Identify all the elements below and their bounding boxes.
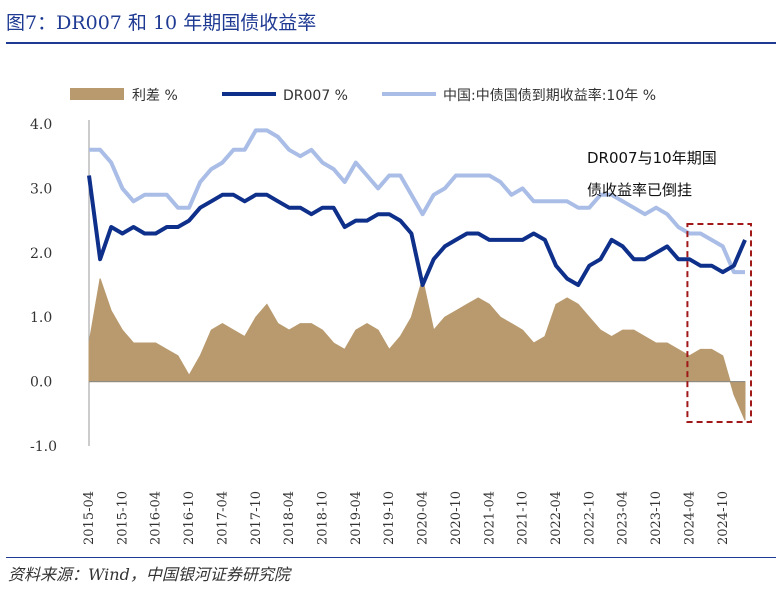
x-tick-label: 2024-10: [716, 491, 731, 545]
x-tick-label: 2024-04: [682, 491, 697, 545]
x-tick-label: 2023-04: [616, 491, 631, 545]
x-tick-label: 2023-10: [649, 491, 664, 545]
x-tick-label: 2020-10: [449, 491, 464, 545]
y-tick-label: 1.0: [30, 310, 52, 326]
x-tick-label: 2018-10: [315, 491, 330, 545]
title-divider: [6, 42, 776, 44]
x-tick-label: 2019-04: [349, 491, 364, 545]
y-axis: 4.0 3.0 2.0 1.0 0.0 -1.0: [30, 117, 90, 455]
y-tick-label: -1.0: [30, 439, 57, 455]
x-tick-label: 2015-10: [115, 491, 130, 545]
source-divider: [6, 557, 776, 558]
y-tick-label: 0.0: [30, 375, 52, 391]
x-tick-label: 2021-10: [516, 491, 531, 545]
annotation-line-1: DR007与10年期国: [587, 149, 717, 167]
legend-label-bond: 中国:中债国债到期收益率:10年 %: [443, 87, 656, 104]
y-tick-label: 2.0: [30, 246, 52, 262]
figure-title: 图7：DR007 和 10 年期国债收益率: [6, 12, 317, 34]
chart: 利差 % DR007 % 中国:中债国债到期收益率:10年 % 4.0 3.0 2.…: [30, 87, 753, 545]
x-tick-label: 2022-04: [549, 491, 564, 545]
series-spread-area: [88, 278, 746, 421]
x-tick-label: 2018-04: [282, 491, 297, 545]
x-tick-label: 2020-04: [416, 491, 431, 545]
inversion-highlight-box: [686, 223, 753, 423]
x-tick-label: 2016-10: [182, 491, 197, 545]
y-tick-label: 3.0: [30, 181, 52, 197]
source-note: 资料来源：Wind，中国银河证券研究院: [8, 565, 290, 584]
y-tick-label: 4.0: [30, 117, 52, 133]
series-bond-10y-line: [89, 128, 745, 275]
x-tick-label: 2021-04: [482, 491, 497, 545]
x-axis: 2015-04 2015-10 2016-04 2016-10 2017-04 2017-…: [82, 491, 731, 545]
x-tick-label: 2015-04: [82, 491, 97, 545]
legend-label-dr007: DR007 %: [283, 88, 348, 104]
legend-label-spread: 利差 %: [132, 88, 178, 104]
series-dr007-line: [87, 175, 747, 287]
x-tick-label: 2017-10: [249, 491, 264, 545]
x-tick-label: 2019-10: [382, 491, 397, 545]
annotation-line-2: 债收益率已倒挂: [587, 181, 692, 199]
x-tick-label: 2022-10: [582, 491, 597, 545]
legend: 利差 % DR007 % 中国:中债国债到期收益率:10年 %: [70, 87, 656, 104]
x-tick-label: 2016-04: [149, 491, 164, 545]
x-tick-label: 2017-04: [215, 491, 230, 545]
legend-swatch-spread: [70, 88, 124, 100]
plot-area: [87, 128, 747, 421]
